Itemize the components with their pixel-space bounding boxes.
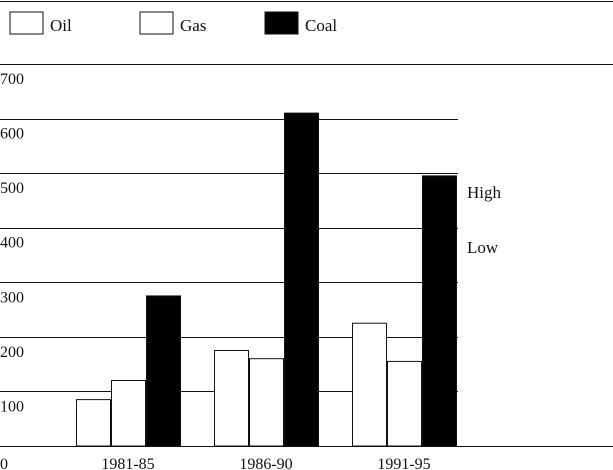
- y-tick-label: 700: [0, 71, 24, 88]
- bar-oil-1981-85: [76, 399, 111, 447]
- bar-oil-1991-95: [352, 322, 387, 447]
- legend-swatch-oil: [9, 11, 44, 35]
- y-axis-tick-labels: 0 100 200 300 400 500 600 700: [0, 71, 24, 470]
- y-tick-label: 100: [0, 398, 24, 415]
- y-tick-label: 0: [0, 456, 8, 470]
- bars: [76, 112, 457, 447]
- bar-oil-1986-90: [214, 350, 249, 447]
- x-category-label: 1991-95: [377, 456, 430, 470]
- legend: Oil Gas Coal: [9, 11, 337, 35]
- bar-gas-1991-95: [387, 360, 422, 447]
- x-category-label: 1986-90: [239, 456, 292, 470]
- x-axis-category-labels: 1981-85 1986-90 1991-95: [101, 456, 430, 470]
- y-tick-label: 500: [0, 180, 24, 197]
- annotation-low: Low: [467, 238, 499, 257]
- legend-label-coal: Coal: [305, 16, 337, 35]
- legend-item-oil: Oil: [9, 11, 72, 35]
- x-category-label: 1981-85: [101, 456, 154, 470]
- bar-coal-1991-95: [422, 175, 457, 447]
- legend-label-gas: Gas: [180, 16, 206, 35]
- legend-item-gas: Gas: [139, 11, 206, 35]
- legend-swatch-coal: [264, 11, 299, 35]
- bar-coal-1981-85: [146, 295, 181, 447]
- y-tick-label: 600: [0, 126, 24, 143]
- legend-item-coal: Coal: [264, 11, 337, 35]
- bar-coal-1986-90: [284, 112, 319, 447]
- bar-gas-1986-90: [249, 358, 284, 447]
- annotation-high: High: [467, 183, 502, 202]
- bar-gas-1981-85: [111, 380, 146, 447]
- legend-swatch-gas: [139, 11, 174, 35]
- y-tick-label: 300: [0, 289, 24, 306]
- y-tick-label: 200: [0, 344, 24, 361]
- legend-label-oil: Oil: [50, 16, 72, 35]
- y-tick-label: 400: [0, 235, 24, 252]
